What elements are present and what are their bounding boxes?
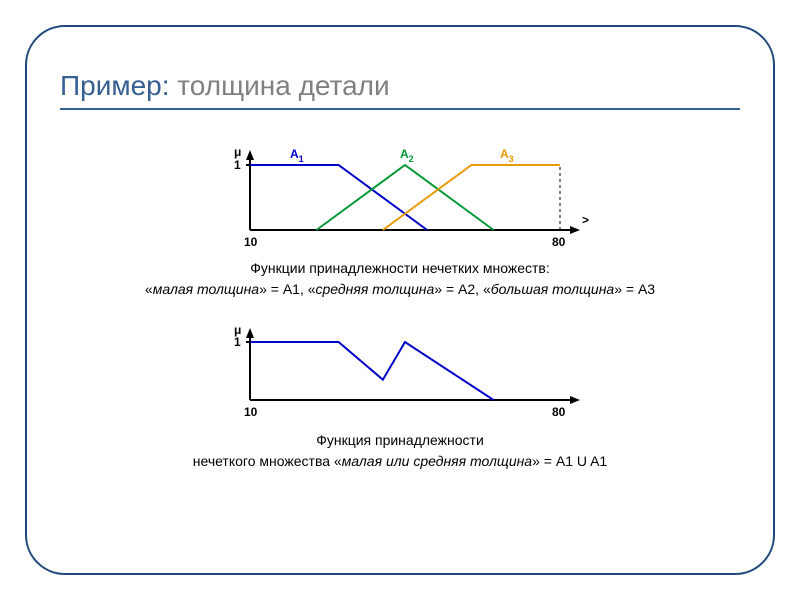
svg-text:>: > [582,213,589,227]
caption1-a2: » = А2, « [434,281,490,297]
svg-text:10: 10 [244,235,258,249]
svg-text:A3: A3 [500,147,514,164]
svg-text:1: 1 [234,158,241,172]
page-title: Пример: толщина детали [60,70,740,102]
svg-text:80: 80 [552,405,566,419]
slide-content: Пример: толщина детали >μ11080A1A2A3 Фун… [60,70,740,472]
title-accent: Пример: [60,70,170,101]
chart1: > μ1 10 80 A1 A2 A3 [210,140,590,250]
caption1-a1: » = А1, « [259,281,315,297]
svg-text:1: 1 [234,335,241,349]
caption1: Функции принадлежности нечетких множеств… [60,258,740,300]
caption2-line1: Функция принадлежности [316,432,484,448]
svg-text:80: 80 [552,235,566,249]
chart2-wrap: μ11080 [60,320,740,420]
caption2-pre: нечеткого множества « [193,453,342,469]
title-rest: толщина детали [170,70,390,101]
svg-text:A1: A1 [290,147,304,164]
caption1-a3: » = А3 [614,281,655,297]
term-big: большая толщина [491,281,614,297]
svg-text:μ: μ [234,145,241,159]
caption2: Функция принадлежности нечеткого множест… [60,430,740,472]
term-mid: средняя толщина [316,281,435,297]
chart1-wrap: > μ1 10 80 A1 A2 A3 [60,140,740,250]
svg-text:10: 10 [244,405,258,419]
title-rule [60,108,740,110]
caption2-post: » = А1 U A1 [532,453,607,469]
caption1-line1: Функции принадлежности нечетких множеств… [250,260,550,276]
chart2: μ11080 [210,320,590,420]
svg-text:A2: A2 [400,147,414,164]
caption1-pre: « [145,281,153,297]
term-union: малая или средняя толщина [342,453,532,469]
term-small: малая толщина [153,281,259,297]
